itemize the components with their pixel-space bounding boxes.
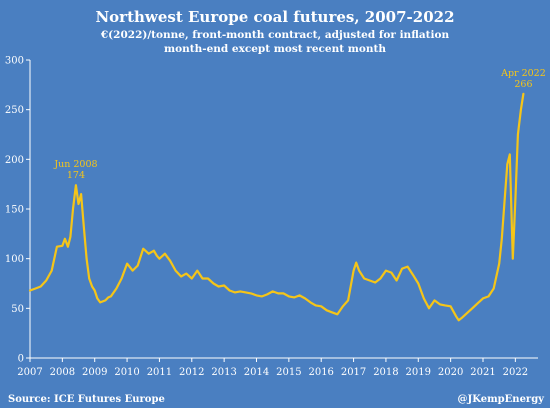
x-tick-label: 2014	[244, 367, 269, 378]
y-tick-label: 300	[5, 56, 24, 67]
x-tick-label: 2016	[308, 367, 333, 378]
x-tick-label: 2018	[373, 367, 398, 378]
series-layer	[28, 92, 525, 322]
x-tick-label: 2012	[179, 367, 204, 378]
source-note: Source: ICE Futures Europe	[8, 394, 165, 405]
annotation-value-0: 174	[67, 170, 85, 181]
x-tick-label: 2022	[503, 367, 528, 378]
annotation-label-1: Apr 2022	[500, 68, 546, 79]
x-tick-label: 2020	[438, 367, 463, 378]
chart-title: Northwest Europe coal futures, 2007-2022	[95, 8, 454, 26]
annotation-value-1: 266	[514, 79, 532, 90]
series-line-0	[28, 92, 525, 322]
x-tick-label: 2008	[50, 367, 75, 378]
annotation-label-0: Jun 2008	[53, 159, 97, 170]
chart-subtitle-line-1: €(2022)/tonne, front-month contract, adj…	[100, 29, 450, 41]
credit-note: @JKempEnergy	[458, 394, 546, 405]
x-axis-ticks: 2007 2008 2009 2010 2011 2012 2013 2014 2015 2016…	[17, 358, 528, 378]
y-tick-label: 100	[5, 254, 24, 265]
y-tick-label: 50	[11, 304, 24, 315]
chart-subtitle-line-2: month-end except most recent month	[164, 43, 386, 55]
x-tick-label: 2011	[147, 367, 172, 378]
y-tick-label: 250	[5, 105, 24, 116]
y-tick-label: 200	[5, 155, 24, 166]
y-axis-ticks: 0 50 100 150 200 250 300	[5, 56, 30, 365]
y-tick-label: 0	[18, 354, 24, 365]
x-tick-label: 2007	[17, 367, 42, 378]
x-tick-label: 2009	[82, 367, 107, 378]
x-tick-label: 2019	[406, 367, 431, 378]
x-tick-label: 2017	[341, 367, 366, 378]
x-tick-label: 2015	[276, 367, 301, 378]
x-tick-label: 2013	[211, 367, 236, 378]
x-tick-label: 2021	[470, 367, 495, 378]
y-tick-label: 150	[5, 205, 24, 216]
x-tick-label: 2010	[114, 367, 139, 378]
